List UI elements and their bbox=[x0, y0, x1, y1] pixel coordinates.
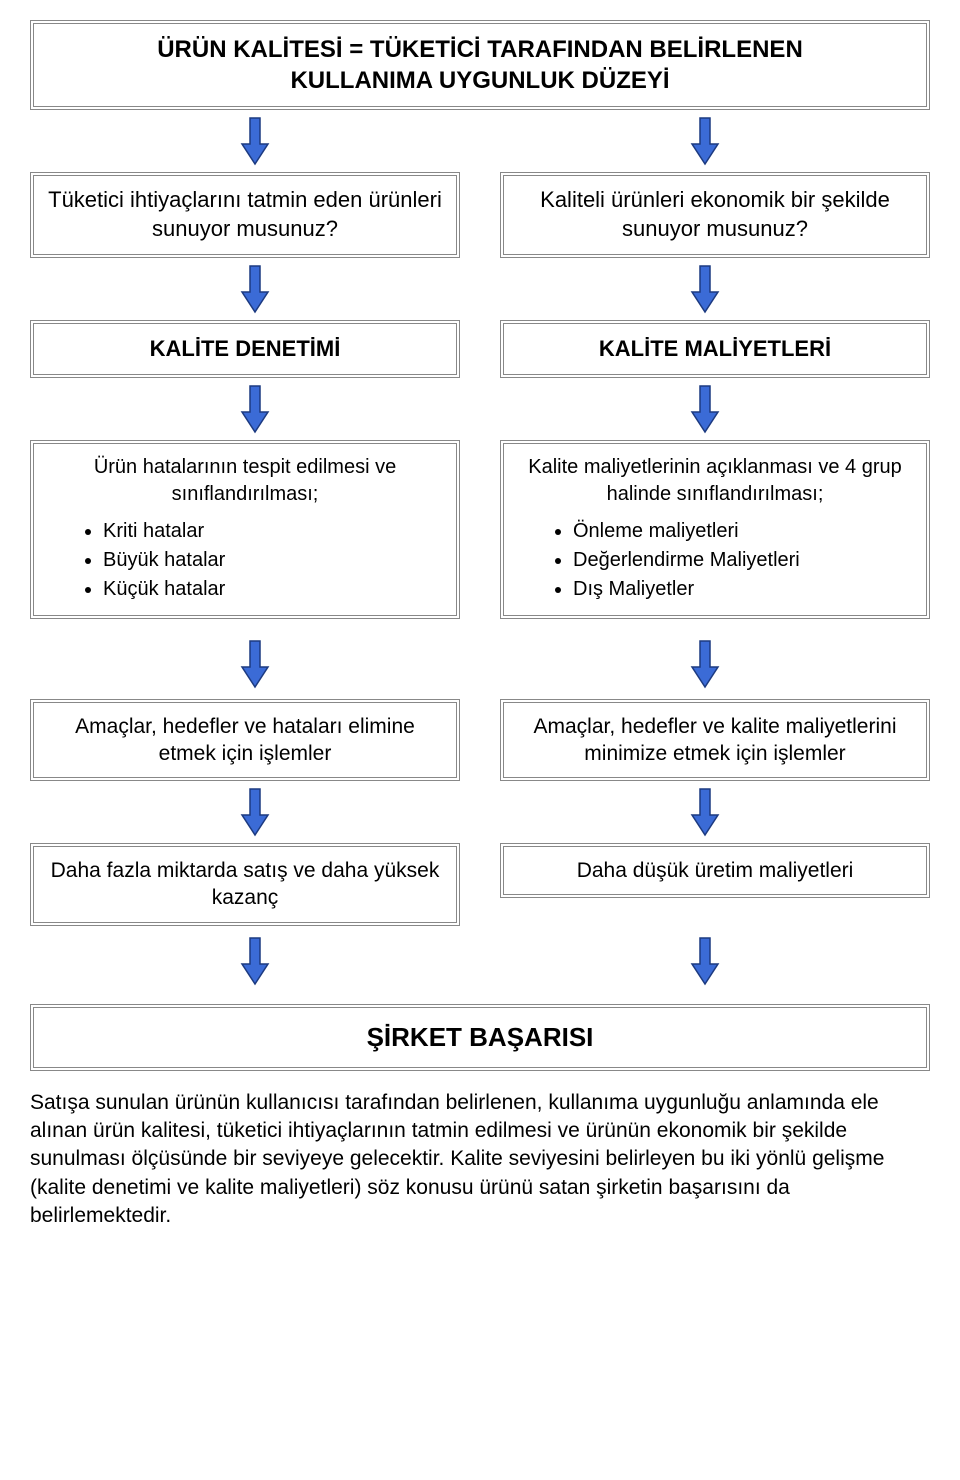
arrow-row-2 bbox=[30, 258, 930, 320]
right-goal-box: Amaçlar, hedefler ve kalite maliyetlerin… bbox=[500, 699, 930, 782]
header-line2: KULLANIMA UYGUNLUK DÜZEYİ bbox=[48, 65, 912, 96]
result-row: Daha fazla miktarda satış ve daha yüksek… bbox=[30, 843, 930, 926]
list-item: Önleme maliyetleri bbox=[573, 518, 912, 545]
left-question-box: Tüketici ihtiyaçlarını tatmin eden ürünl… bbox=[30, 172, 460, 257]
header-line1: ÜRÜN KALİTESİ = TÜKETİCİ TARAFINDAN BELİ… bbox=[48, 34, 912, 65]
right-detail-intro: Kalite maliyetlerinin açıklanması ve 4 g… bbox=[518, 454, 912, 508]
arrow-row-6 bbox=[30, 926, 930, 1004]
list-item: Küçük hatalar bbox=[103, 576, 442, 603]
questions-row: Tüketici ihtiyaçlarını tatmin eden ürünl… bbox=[30, 172, 930, 257]
down-arrow-icon bbox=[690, 264, 720, 314]
conclusion-title-box: ŞİRKET BAŞARISI bbox=[30, 1004, 930, 1071]
down-arrow-icon bbox=[240, 384, 270, 434]
arrow-row-1 bbox=[30, 110, 930, 172]
down-arrow-icon bbox=[240, 116, 270, 166]
left-detail-box: Ürün hatalarının tespit edilmesi ve sını… bbox=[30, 440, 460, 619]
conclusion-paragraph: Satışa sunulan ürünün kullanıcısı tarafı… bbox=[30, 1089, 930, 1231]
list-item: Kriti hatalar bbox=[103, 518, 442, 545]
down-arrow-icon bbox=[240, 936, 270, 986]
arrow-row-5 bbox=[30, 781, 930, 843]
arrow-row-4 bbox=[30, 619, 930, 699]
down-arrow-icon bbox=[240, 264, 270, 314]
right-result-box: Daha düşük üretim maliyetleri bbox=[500, 843, 930, 898]
list-item: Dış Maliyetler bbox=[573, 576, 912, 603]
detail-row: Ürün hatalarının tespit edilmesi ve sını… bbox=[30, 440, 930, 619]
list-item: Değerlendirme Maliyetleri bbox=[573, 547, 912, 574]
header-box: ÜRÜN KALİTESİ = TÜKETİCİ TARAFINDAN BELİ… bbox=[30, 20, 930, 110]
right-question-box: Kaliteli ürünleri ekonomik bir şekilde s… bbox=[500, 172, 930, 257]
right-detail-box: Kalite maliyetlerinin açıklanması ve 4 g… bbox=[500, 440, 930, 619]
down-arrow-icon bbox=[240, 639, 270, 689]
down-arrow-icon bbox=[690, 116, 720, 166]
down-arrow-icon bbox=[240, 787, 270, 837]
left-detail-intro: Ürün hatalarının tespit edilmesi ve sını… bbox=[48, 454, 442, 508]
left-result-box: Daha fazla miktarda satış ve daha yüksek… bbox=[30, 843, 460, 926]
left-section-title: KALİTE DENETİMİ bbox=[30, 320, 460, 378]
left-goal-box: Amaçlar, hedefler ve hataları elimine et… bbox=[30, 699, 460, 782]
arrow-row-3 bbox=[30, 378, 930, 440]
down-arrow-icon bbox=[690, 936, 720, 986]
down-arrow-icon bbox=[690, 787, 720, 837]
list-item: Büyük hatalar bbox=[103, 547, 442, 574]
down-arrow-icon bbox=[690, 384, 720, 434]
right-section-title: KALİTE MALİYETLERİ bbox=[500, 320, 930, 378]
left-detail-list: Kriti hatalar Büyük hatalar Küçük hatala… bbox=[48, 518, 442, 603]
down-arrow-icon bbox=[690, 639, 720, 689]
goal-row: Amaçlar, hedefler ve hataları elimine et… bbox=[30, 699, 930, 782]
section-title-row: KALİTE DENETİMİ KALİTE MALİYETLERİ bbox=[30, 320, 930, 378]
right-detail-list: Önleme maliyetleri Değerlendirme Maliyet… bbox=[518, 518, 912, 603]
